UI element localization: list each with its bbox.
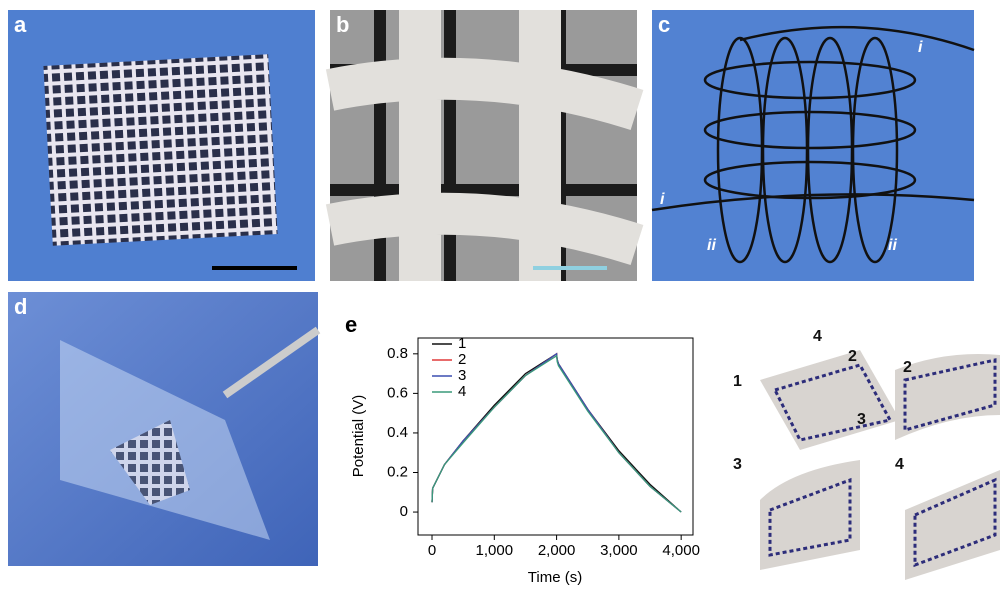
annotation: ii [707, 237, 716, 254]
legend-label: 4 [458, 383, 466, 400]
x-axis-label: Time (s) [528, 569, 582, 586]
legend-label: 1 [458, 335, 466, 352]
fabric [43, 54, 277, 246]
schematic-label: 2 [903, 359, 912, 376]
x-tick-label: 3,000 [600, 542, 638, 559]
annotation: ii [888, 237, 897, 254]
panel-label: d [14, 294, 27, 319]
y-tick-label: 0 [400, 503, 408, 520]
schematic-label: 4 [895, 456, 904, 473]
x-tick-label: 4,000 [662, 542, 700, 559]
schematic [760, 350, 1000, 580]
panel-label: e [345, 312, 357, 337]
panel-label: c [658, 12, 670, 37]
series-line [432, 354, 681, 512]
figure: a b c i i ii ii d 4 2 1 3 2 3 4 e Potent… [0, 0, 1000, 589]
y-tick-label: 0.2 [387, 463, 408, 480]
y-tick-label: 0.6 [387, 384, 408, 401]
x-tick-label: 0 [428, 542, 436, 559]
legend-label: 2 [458, 351, 466, 368]
annotation: i [660, 191, 665, 208]
x-tick-label: 1,000 [476, 542, 514, 559]
x-tick-label: 2,000 [538, 542, 576, 559]
annotation: i [918, 39, 923, 56]
schematic-label: 3 [857, 411, 866, 428]
panel-label: b [336, 12, 349, 37]
schematic-label: 4 [813, 328, 822, 345]
photo-c [652, 10, 974, 281]
schematic-label: 3 [733, 456, 742, 473]
panel-label: a [14, 12, 27, 37]
legend-label: 3 [458, 367, 466, 384]
y-tick-label: 0.4 [387, 424, 408, 441]
y-tick-label: 0.8 [387, 345, 408, 362]
schematic-label: 2 [848, 348, 857, 365]
y-axis-label: Potential (V) [350, 395, 367, 478]
schematic-label: 1 [733, 373, 742, 390]
